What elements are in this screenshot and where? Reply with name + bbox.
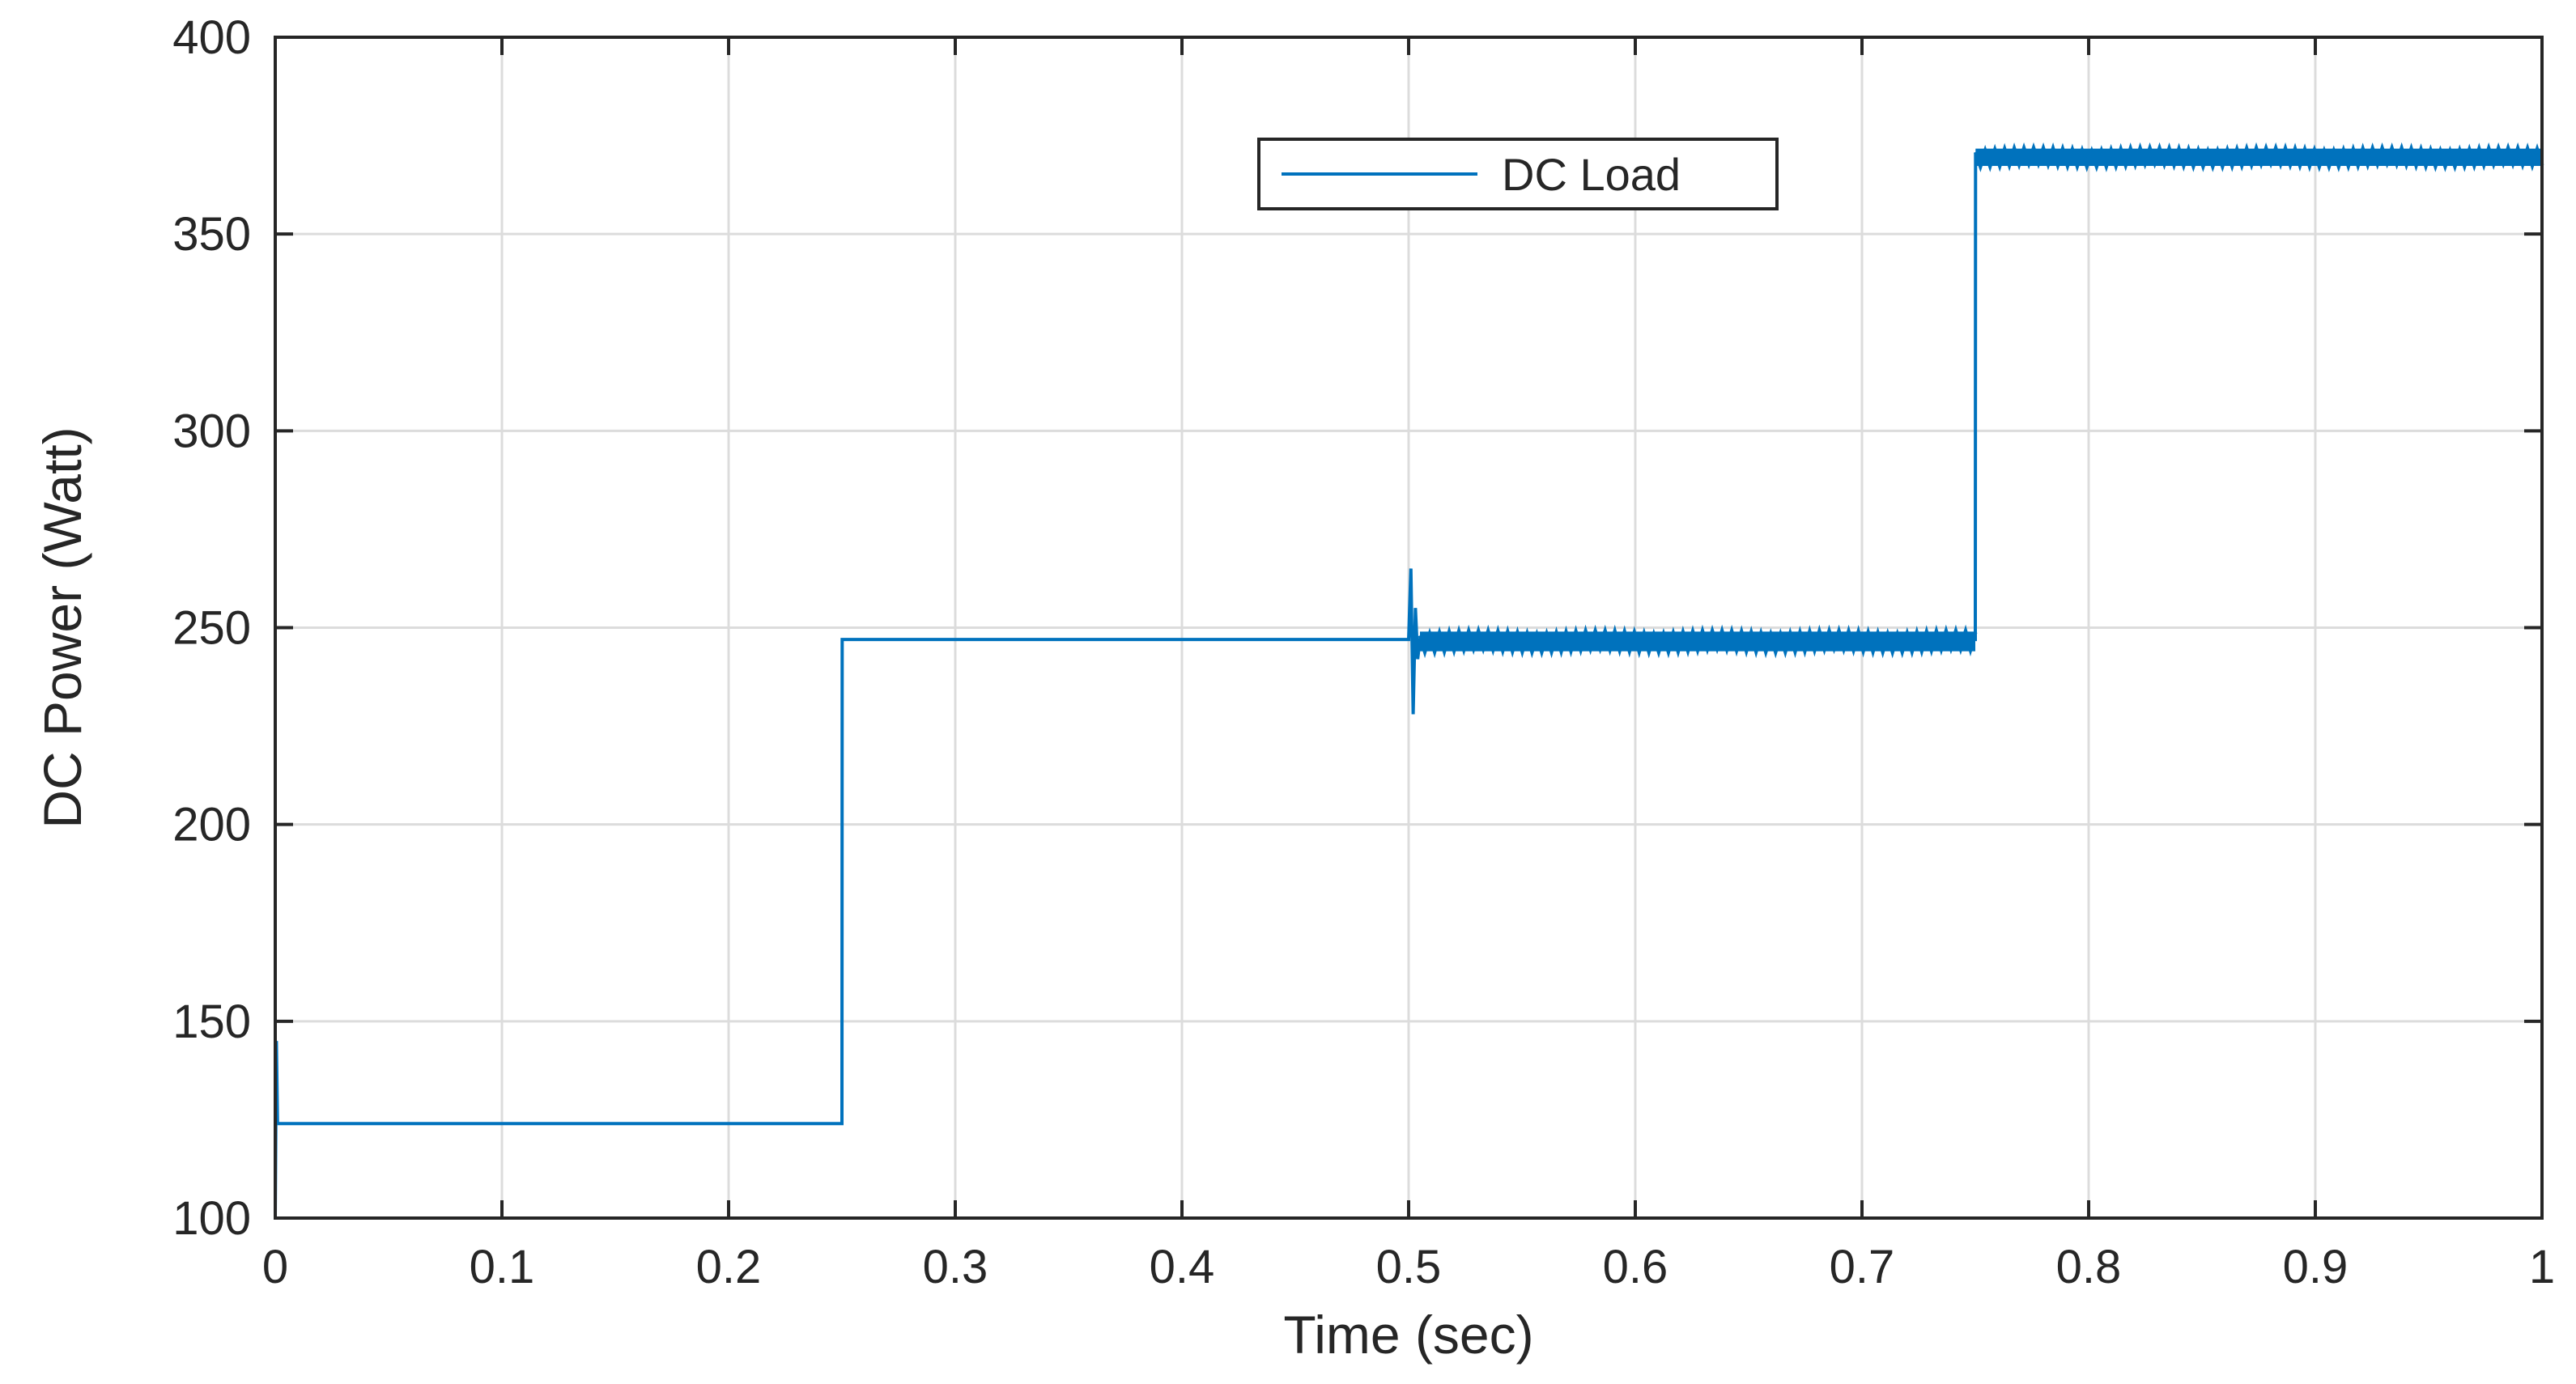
legend: DC Load <box>1257 138 1779 210</box>
x-tick-label: 0.2 <box>696 1241 762 1293</box>
x-tick-labels: 0 0.1 0.2 0.3 0.4 0.5 0.6 0.7 0.8 0.9 1 <box>262 1241 2555 1293</box>
legend-label-dc-load: DC Load <box>1502 149 1681 200</box>
x-tick-label: 0.3 <box>923 1241 988 1293</box>
series-layer <box>274 142 2544 1219</box>
x-tick-label: 0 <box>262 1241 288 1293</box>
axis-ticks <box>274 36 2544 1220</box>
y-axis-label: DC Power (Watt) <box>32 427 92 828</box>
y-tick-label: 350 <box>172 208 251 261</box>
series-ripple-fill <box>1975 148 2542 167</box>
y-tick-label: 250 <box>172 602 251 655</box>
x-tick-label: 0.5 <box>1376 1241 1442 1293</box>
x-tick-label: 0.8 <box>2056 1241 2122 1293</box>
y-tick-labels: 100 150 200 250 300 350 400 <box>172 11 251 1245</box>
series-ripple-fill <box>1420 631 1975 652</box>
y-tick-label: 100 <box>172 1192 251 1245</box>
x-tick-label: 0.9 <box>2283 1241 2349 1293</box>
y-tick-label: 400 <box>172 11 251 64</box>
x-tick-label: 0.7 <box>1830 1241 1895 1293</box>
x-tick-label: 0.6 <box>1603 1241 1668 1293</box>
x-tick-label: 0.1 <box>470 1241 535 1293</box>
y-tick-label: 150 <box>172 996 251 1048</box>
x-axis-label: Time (sec) <box>1283 1305 1533 1365</box>
y-tick-label: 200 <box>172 799 251 851</box>
x-tick-label: 0.4 <box>1150 1241 1215 1293</box>
y-tick-label: 300 <box>172 405 251 457</box>
x-tick-label: 1 <box>2529 1241 2555 1293</box>
